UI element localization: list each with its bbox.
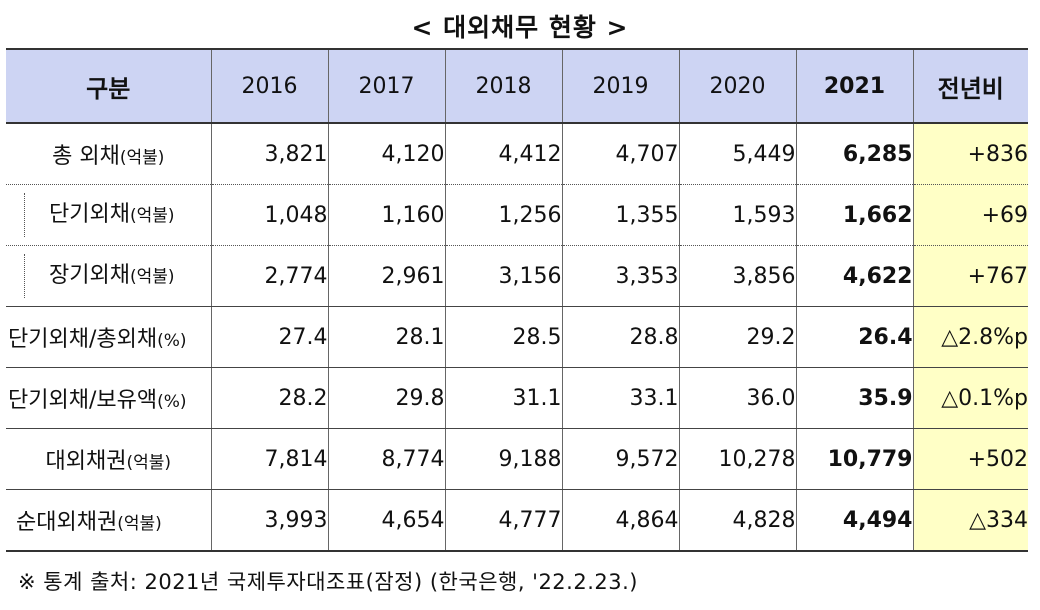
- header-yoy-change: 전년비: [912, 48, 1028, 124]
- indent-divider: [24, 254, 25, 298]
- row-label: 대외채권(억불): [6, 428, 212, 490]
- table-cell: 33.1: [561, 367, 680, 429]
- table-cell: 3,993: [210, 489, 329, 552]
- table-cell-current: 35.9: [795, 367, 914, 429]
- table-cell: 4,654: [327, 489, 446, 552]
- table-row: 장기외채(억불) 2,774 2,961 3,156 3,353 3,856 4…: [6, 245, 1028, 307]
- table-cell-change: +836: [912, 123, 1028, 185]
- row-label-unit: (억불): [129, 267, 175, 287]
- row-label-text: 순대외채권: [16, 510, 118, 535]
- table-cell-current: 4,494: [795, 489, 914, 552]
- row-label-text: 단기외채: [49, 202, 130, 227]
- table-cell: 31.1: [444, 367, 563, 429]
- table-cell: 9,572: [561, 428, 680, 490]
- row-label: 단기외채/총외채(%): [6, 306, 212, 368]
- row-label-text: 단기외채/총외채: [8, 327, 158, 352]
- table-cell-change: +502: [912, 428, 1028, 490]
- row-label-text: 총 외채: [52, 144, 120, 169]
- row-label-unit: (억불): [126, 453, 171, 473]
- table-cell: 29.2: [678, 306, 797, 368]
- row-label: 단기외채(억불): [6, 184, 212, 246]
- row-label-text: 대외채권: [45, 449, 127, 474]
- table-cell: 29.8: [327, 367, 446, 429]
- table-cell: 3,353: [561, 245, 680, 307]
- table-row: 단기외채/총외채(%) 27.4 28.1 28.5 28.8 29.2 26.…: [6, 306, 1028, 368]
- header-year: 2016: [210, 48, 329, 124]
- table-cell: 28.8: [561, 306, 680, 368]
- table-cell-change: △334: [912, 489, 1028, 552]
- table-cell-current: 10,779: [795, 428, 914, 490]
- table-cell: 1,355: [561, 184, 680, 246]
- table-row: 단기외채/보유액(%) 28.2 29.8 31.1 33.1 36.0 35.…: [6, 367, 1028, 429]
- row-label-text: 장기외채: [49, 263, 130, 288]
- table-cell: 3,856: [678, 245, 797, 307]
- header-year: 2018: [444, 48, 563, 124]
- table-cell-current: 6,285: [795, 123, 914, 185]
- table-cell: 4,828: [678, 489, 797, 552]
- table-cell: 1,160: [327, 184, 446, 246]
- header-category: 구분: [6, 48, 212, 124]
- table-row: 단기외채(억불) 1,048 1,160 1,256 1,355 1,593 1…: [6, 184, 1028, 246]
- table-cell: 4,864: [561, 489, 680, 552]
- row-label-unit: (억불): [117, 514, 162, 534]
- table-cell-change: +767: [912, 245, 1028, 307]
- table-cell: 4,412: [444, 123, 563, 185]
- row-label: 순대외채권(억불): [6, 489, 212, 552]
- table-cell: 28.2: [210, 367, 329, 429]
- table-cell: 2,774: [210, 245, 329, 307]
- table-cell-change: △0.1%p: [912, 367, 1028, 429]
- table-cell: 4,707: [561, 123, 680, 185]
- table-row: 순대외채권(억불) 3,993 4,654 4,777 4,864 4,828 …: [6, 489, 1028, 552]
- external-debt-table: 구분 2016 2017 2018 2019 2020 2021 전년비 총 외…: [6, 48, 1028, 552]
- table-cell: 28.1: [327, 306, 446, 368]
- header-year: 2019: [561, 48, 680, 124]
- indent-divider: [24, 193, 25, 237]
- row-label: 총 외채(억불): [6, 123, 212, 185]
- table-cell: 2,961: [327, 245, 446, 307]
- table-cell: 4,777: [444, 489, 563, 552]
- table-cell: 8,774: [327, 428, 446, 490]
- table-row: 대외채권(억불) 7,814 8,774 9,188 9,572 10,278 …: [6, 428, 1028, 490]
- table-cell-current: 4,622: [795, 245, 914, 307]
- row-label: 장기외채(억불): [6, 245, 212, 307]
- table-cell-change: +69: [912, 184, 1028, 246]
- table-cell: 3,821: [210, 123, 329, 185]
- table-cell: 9,188: [444, 428, 563, 490]
- row-label-unit: (억불): [129, 206, 175, 226]
- table-cell-current: 1,662: [795, 184, 914, 246]
- row-label-unit: (%): [157, 331, 187, 351]
- table-cell: 5,449: [678, 123, 797, 185]
- header-year: 2020: [678, 48, 797, 124]
- header-year: 2017: [327, 48, 446, 124]
- table-cell: 36.0: [678, 367, 797, 429]
- table-cell: 4,120: [327, 123, 446, 185]
- table-row: 총 외채(억불) 3,821 4,120 4,412 4,707 5,449 6…: [6, 123, 1028, 185]
- row-label-text: 단기외채/보유액: [8, 388, 158, 413]
- table-cell: 1,048: [210, 184, 329, 246]
- row-label-unit: (%): [157, 392, 187, 412]
- table-cell: 27.4: [210, 306, 329, 368]
- table-cell: 7,814: [210, 428, 329, 490]
- table-cell: 3,156: [444, 245, 563, 307]
- source-footnote: ※ 통계 출처: 2021년 국제투자대조표(잠정) (한국은행, '22.2.…: [18, 570, 638, 594]
- header-year-current: 2021: [795, 48, 914, 124]
- table-cell-change: △2.8%p: [912, 306, 1028, 368]
- table-cell-current: 26.4: [795, 306, 914, 368]
- row-label: 단기외채/보유액(%): [6, 367, 212, 429]
- header-row: 구분 2016 2017 2018 2019 2020 2021 전년비: [6, 48, 1028, 124]
- table-cell: 1,256: [444, 184, 563, 246]
- table-cell: 28.5: [444, 306, 563, 368]
- table-cell: 1,593: [678, 184, 797, 246]
- table-title: < 대외채무 현황 >: [411, 13, 629, 42]
- table-cell: 10,278: [678, 428, 797, 490]
- row-label-unit: (억불): [119, 148, 165, 168]
